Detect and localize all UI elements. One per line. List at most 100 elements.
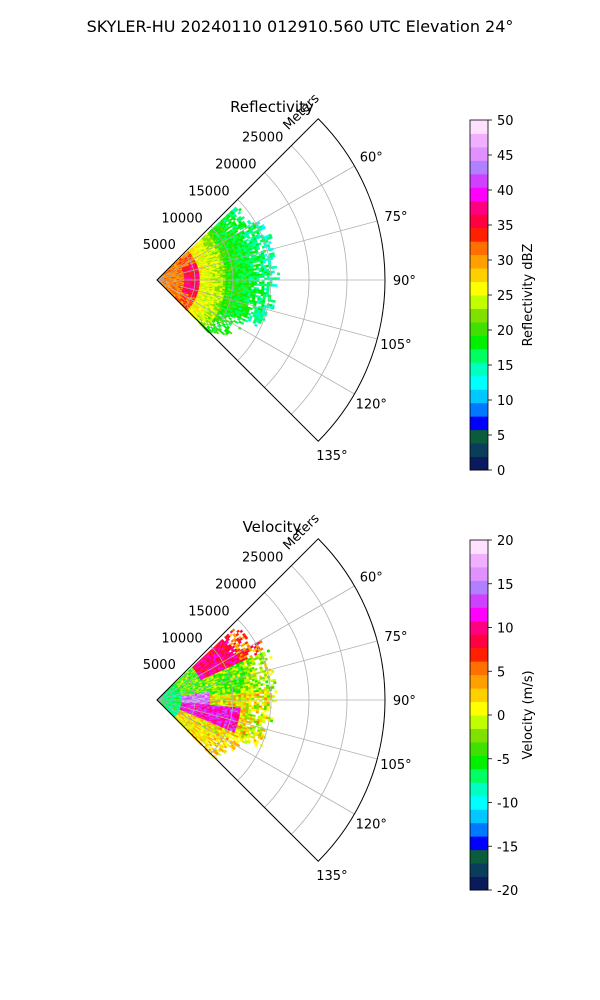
data-cell bbox=[245, 692, 249, 695]
colorbar-swatch bbox=[470, 456, 488, 471]
data-cell bbox=[248, 272, 252, 275]
data-cell bbox=[258, 283, 262, 287]
data-cell bbox=[264, 277, 268, 280]
data-cell bbox=[233, 701, 237, 704]
data-cell bbox=[251, 281, 255, 284]
data-cell bbox=[240, 701, 244, 704]
data-cell bbox=[253, 283, 257, 286]
colorbar-tick-label: 35 bbox=[497, 219, 514, 234]
colorbar-swatch bbox=[470, 429, 488, 444]
reflectivity-title: Reflectivity bbox=[230, 98, 314, 116]
data-cell bbox=[248, 283, 252, 286]
data-cell bbox=[266, 273, 270, 276]
data-cell bbox=[259, 695, 263, 699]
data-cell bbox=[263, 287, 267, 291]
data-cell bbox=[244, 319, 249, 323]
colorbar-swatch bbox=[470, 308, 488, 323]
colorbar-swatch bbox=[470, 348, 488, 363]
colorbar-swatch bbox=[470, 227, 488, 242]
data-cell bbox=[254, 667, 258, 671]
data-cell bbox=[260, 293, 264, 297]
data-cell bbox=[251, 692, 255, 695]
data-cell bbox=[256, 221, 261, 225]
data-cell bbox=[248, 701, 252, 704]
data-cell bbox=[264, 273, 268, 276]
data-cell bbox=[266, 275, 270, 278]
data-cell bbox=[256, 689, 260, 693]
data-cell bbox=[255, 267, 259, 271]
data-cell bbox=[264, 693, 268, 696]
data-cell bbox=[248, 694, 252, 697]
data-cell bbox=[264, 283, 268, 287]
data-cell bbox=[274, 284, 278, 287]
data-cell bbox=[251, 274, 255, 277]
data-cell bbox=[220, 697, 224, 699]
data-cell bbox=[225, 322, 229, 326]
data-cell bbox=[235, 275, 239, 277]
colorbar-swatch bbox=[470, 281, 488, 296]
azimuth-tick-label: 120° bbox=[356, 398, 387, 413]
colorbar-swatch bbox=[470, 133, 488, 148]
data-cell bbox=[256, 691, 260, 695]
azimuth-tick-label: 75° bbox=[384, 210, 407, 225]
colorbar-swatch bbox=[470, 160, 488, 175]
colorbar-tick-label: 15 bbox=[497, 359, 514, 374]
data-cell bbox=[252, 264, 256, 267]
data-cell bbox=[253, 701, 257, 704]
data-cell bbox=[258, 689, 262, 693]
data-cell bbox=[256, 703, 260, 706]
data-cell bbox=[271, 284, 275, 287]
colorbar-swatch bbox=[470, 254, 488, 269]
data-cell bbox=[272, 299, 276, 303]
data-cell bbox=[271, 266, 275, 269]
data-cell bbox=[266, 649, 271, 653]
data-cell bbox=[240, 696, 244, 699]
data-cell bbox=[273, 265, 277, 269]
data-cell bbox=[274, 690, 278, 694]
data-cell bbox=[266, 281, 270, 285]
data-cell bbox=[256, 247, 261, 251]
data-cell bbox=[264, 701, 268, 705]
colorbar-tick-label: 20 bbox=[497, 324, 514, 339]
colorbar-tick-label: 25 bbox=[497, 289, 514, 304]
data-cell bbox=[248, 703, 252, 706]
data-cell bbox=[256, 273, 260, 277]
data-cell bbox=[277, 277, 281, 280]
data-cell bbox=[255, 294, 259, 298]
colorbar-swatch bbox=[470, 362, 488, 377]
data-cell bbox=[256, 277, 260, 280]
colorbar-tick-label: 10 bbox=[497, 394, 514, 409]
data-cell bbox=[239, 629, 244, 634]
data-cell bbox=[253, 277, 257, 280]
colorbar-swatch bbox=[470, 120, 488, 134]
data-cell bbox=[235, 276, 239, 279]
azimuth-tick-label: 135° bbox=[316, 449, 347, 464]
data-cell bbox=[261, 695, 265, 698]
colorbar-swatch bbox=[470, 241, 488, 256]
data-cell bbox=[243, 701, 247, 704]
data-cell bbox=[251, 283, 255, 286]
data-cell bbox=[269, 235, 273, 240]
data-cell bbox=[258, 291, 262, 295]
data-cell bbox=[245, 272, 249, 275]
data-cell bbox=[240, 321, 245, 325]
data-cell bbox=[240, 274, 244, 277]
colorbar-swatch bbox=[470, 402, 488, 417]
data-cell bbox=[253, 281, 257, 284]
data-cell bbox=[235, 701, 239, 704]
data-cell bbox=[261, 273, 265, 276]
radial-tick-label: 25000 bbox=[242, 131, 283, 146]
data-cell bbox=[271, 254, 276, 258]
data-cell bbox=[234, 229, 239, 233]
data-cell bbox=[233, 276, 237, 279]
data-cell bbox=[235, 695, 239, 697]
data-cell bbox=[240, 276, 244, 279]
data-cell bbox=[238, 696, 242, 699]
data-cell bbox=[266, 283, 270, 287]
data-cell bbox=[243, 277, 247, 280]
colorbar-swatch bbox=[470, 375, 488, 390]
data-cell bbox=[251, 285, 255, 288]
data-cell bbox=[253, 703, 257, 706]
data-cell bbox=[262, 678, 266, 682]
velocity-panel: Velocity 500010000150002000025000Meters6… bbox=[143, 511, 536, 899]
